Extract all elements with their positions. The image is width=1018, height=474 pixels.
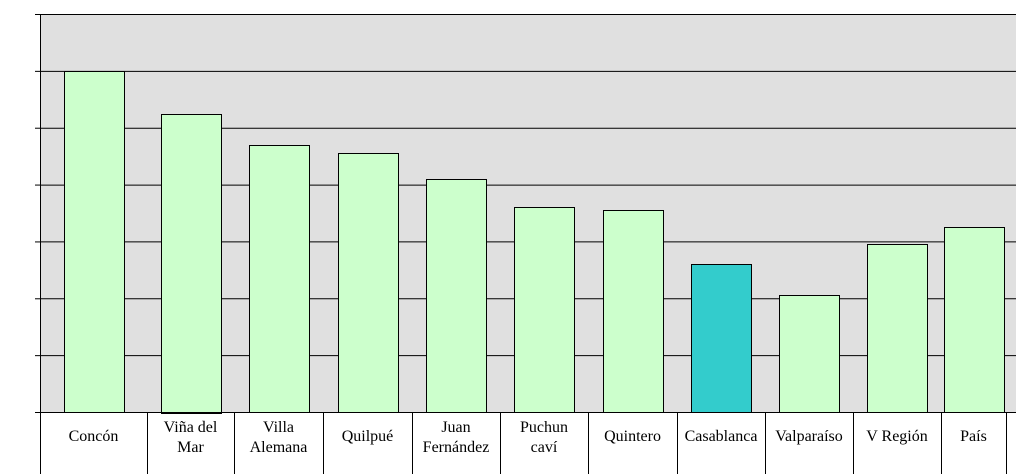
bar [161, 114, 222, 414]
x-tick-label: Concón [69, 428, 119, 445]
bar [691, 264, 752, 413]
x-tick-label: Viña del Mar [164, 419, 218, 456]
x-tick-label-line: Viña del [164, 419, 218, 436]
x-tick-label-line: Fernández [423, 439, 490, 456]
bar [603, 210, 664, 413]
category-labels: Concón Viña del Mar Villa Alemana Quilpué Juan… [69, 419, 987, 456]
x-tick-label-line: Concón [69, 428, 119, 445]
x-tick-label-line: Villa [263, 419, 294, 436]
x-tick-label-line: Alemana [250, 439, 308, 456]
x-tick-label-line: Casablanca [685, 428, 758, 445]
x-tick-label: Villa Alemana [250, 419, 308, 456]
bar [514, 207, 575, 413]
bar [249, 145, 310, 413]
x-tick-label: Casablanca [685, 428, 758, 445]
x-tick-label: V Región [866, 428, 927, 445]
x-tick-label-line: Quilpué [342, 428, 394, 445]
x-tick-label-line: Mar [177, 439, 204, 456]
bar [867, 244, 928, 413]
x-tick-label-line: País [960, 428, 987, 445]
x-tick-label-line: Quintero [604, 428, 661, 445]
x-tick-label: Valparaíso [775, 428, 843, 445]
x-tick-label-line: Valparaíso [775, 428, 843, 445]
x-tick-label-line: Puchun [520, 419, 568, 436]
x-tick-label: Quilpué [342, 428, 394, 445]
x-tick-label: Puchun caví [520, 419, 568, 456]
x-tick-label-line: caví [531, 439, 558, 456]
x-tick-label: Juan Fernández [423, 419, 490, 456]
axes [35, 14, 1016, 474]
bar [64, 71, 125, 413]
bar [426, 179, 487, 413]
x-tick-label: Quintero [604, 428, 661, 445]
bar [779, 295, 840, 413]
x-tick-label-line: V Región [866, 428, 927, 445]
bar [338, 153, 399, 413]
x-tick-label: País [960, 428, 987, 445]
bar [944, 227, 1005, 413]
x-tick-label-line: Juan [441, 419, 470, 436]
